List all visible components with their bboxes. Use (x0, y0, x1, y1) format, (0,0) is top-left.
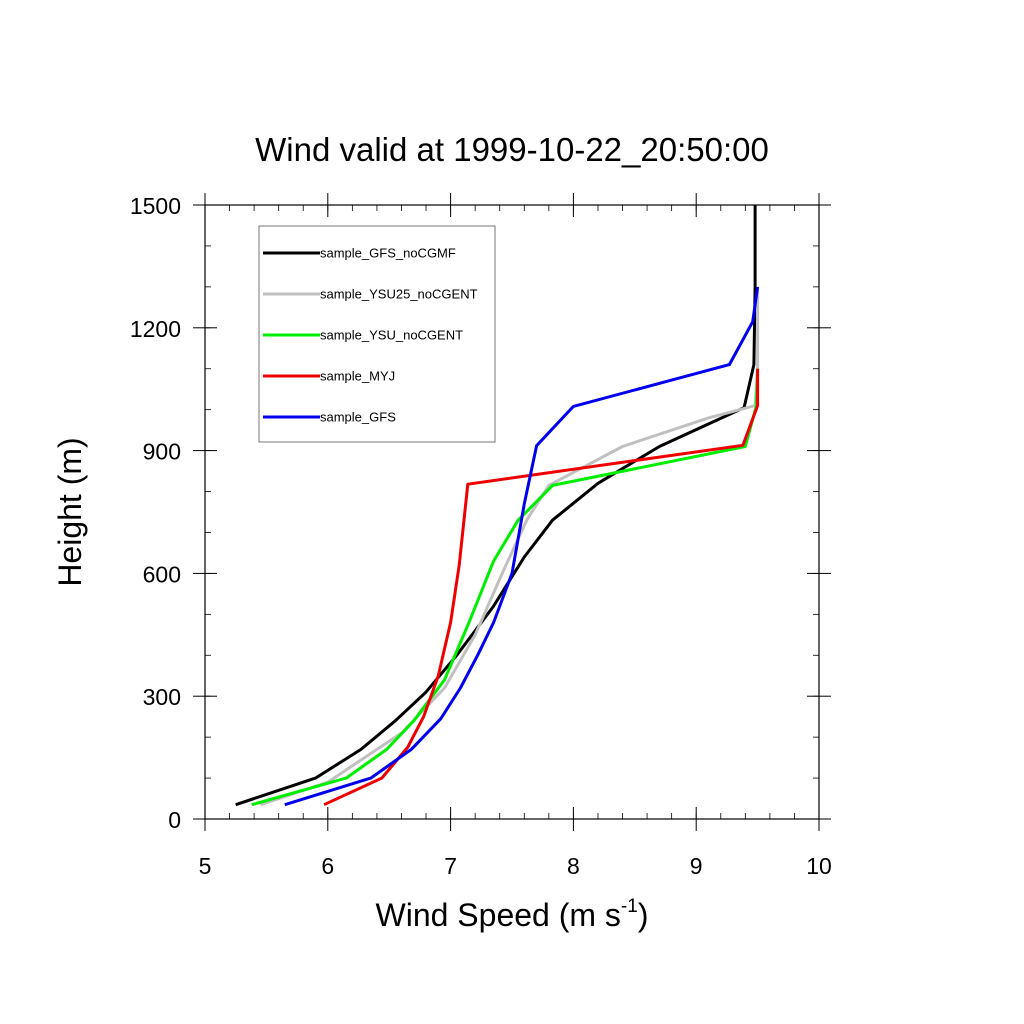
y-tick-label: 600 (143, 561, 181, 587)
y-axis-title: Height (m) (52, 437, 88, 586)
series-line-sample_GFS (284, 286, 760, 807)
y-tick-label: 0 (168, 807, 181, 833)
series-line-sample_YSU25_noCGENT (259, 286, 760, 807)
x-tick-label: 6 (321, 853, 334, 879)
y-tick-label: 1200 (130, 316, 181, 342)
series-line-sample_YSU_noCGENT (251, 368, 760, 807)
chart-title: Wind valid at 1999-10-22_20:50:00 (255, 131, 769, 168)
x-tick-label: 7 (444, 853, 457, 879)
series-lines (235, 205, 760, 807)
x-tick-label: 5 (199, 853, 212, 879)
plot-frame (204, 204, 820, 820)
legend: sample_GFS_noCGMF sample_YSU25_noCGENTsam… (258, 225, 496, 443)
legend-label: sample_YSU_noCGENT (320, 328, 463, 343)
y-tick-label: 300 (143, 684, 181, 710)
series-line-sample_GFS_noCGMF (235, 205, 757, 807)
x-axis-title-main: Wind Speed (m s (376, 897, 621, 933)
y-tick-label: 1500 (130, 193, 181, 219)
legend-label: sample_MYJ (320, 369, 395, 384)
y-axis-ticks: 0 300 600 900 1200 1500 (130, 193, 831, 833)
x-axis-title-superscript: -1 (621, 896, 638, 917)
x-axis-title-suffix: ) (638, 897, 649, 933)
x-tick-label: 10 (806, 853, 832, 879)
legend-label: sample_GFS_noCGMF (320, 246, 456, 261)
legend-label: sample_GFS (320, 410, 396, 425)
x-axis-ticks: 5 6 7 8 9 10 (199, 193, 832, 879)
x-tick-label: 9 (690, 853, 703, 879)
x-tick-label: 8 (567, 853, 580, 879)
legend-label: sample_YSU25_noCGENT (320, 287, 478, 302)
y-tick-label: 900 (143, 439, 181, 465)
x-axis-title: Wind Speed (m s-1) (376, 896, 649, 933)
